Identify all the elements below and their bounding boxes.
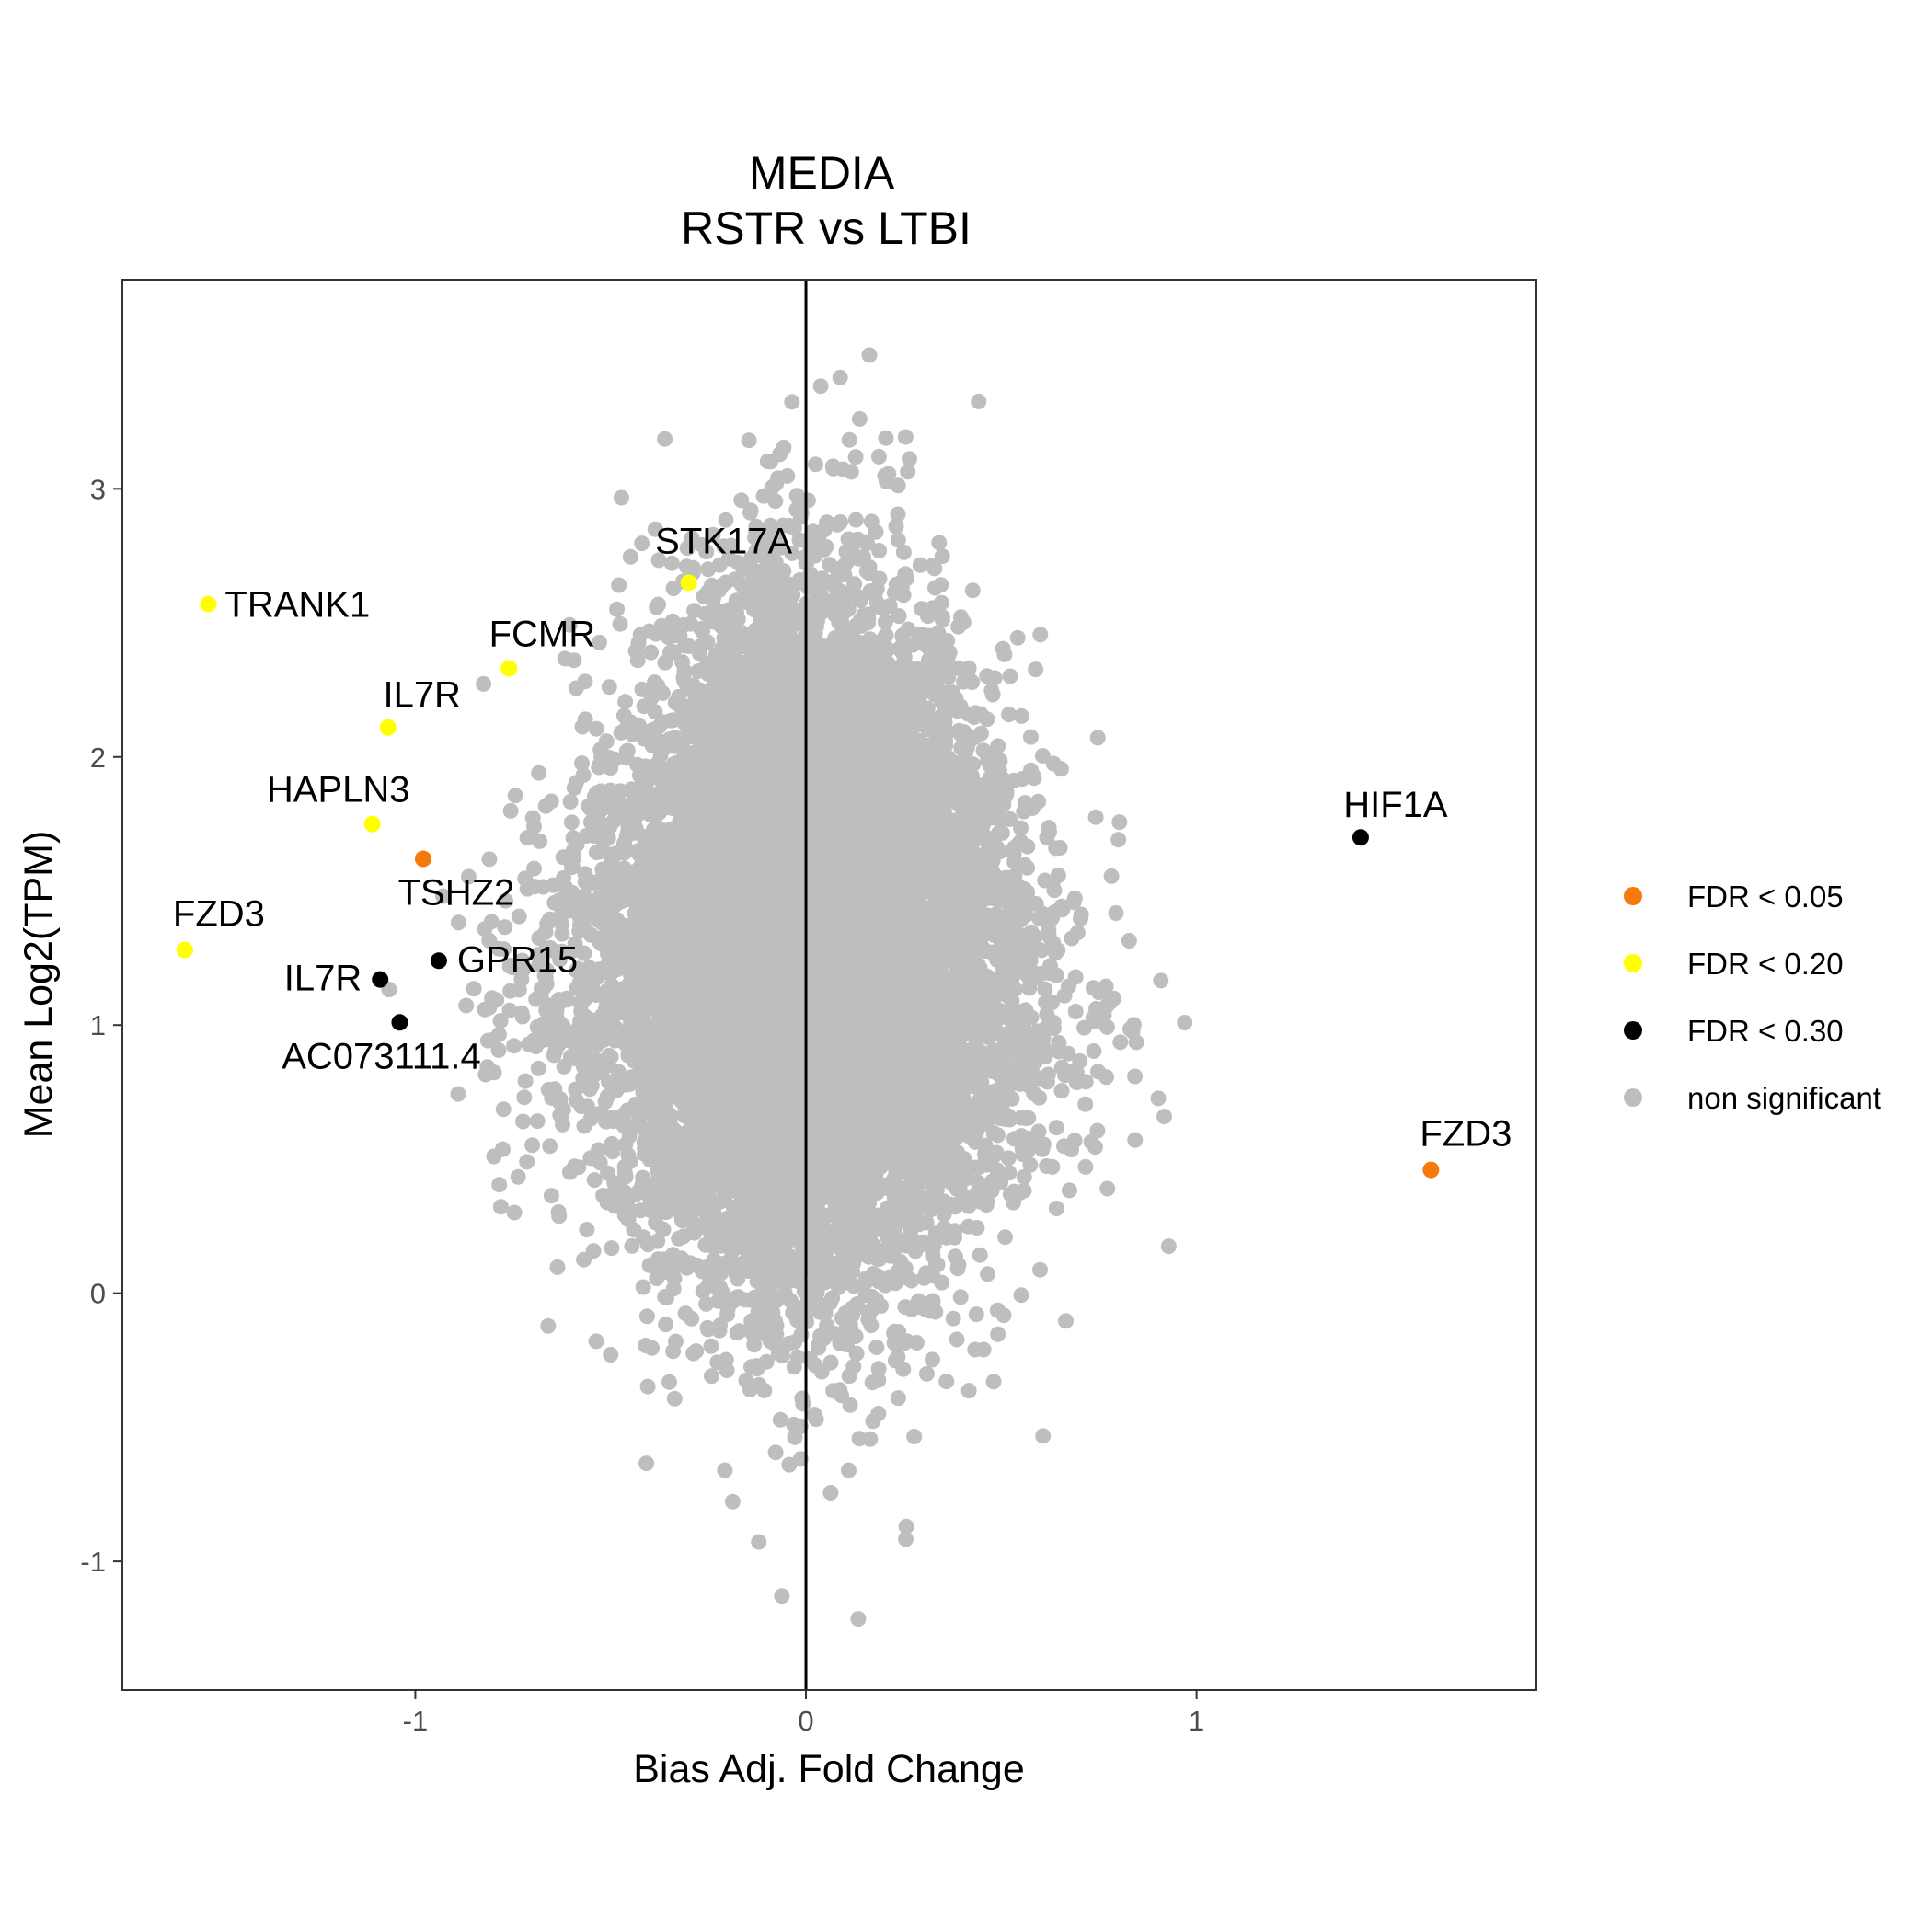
gene-label-tshz2-5: TSHZ2 bbox=[398, 873, 515, 914]
point-il7r-3 bbox=[379, 719, 397, 736]
legend: FDR < 0.05 FDR < 0.20 FDR < 0.30 non signif… bbox=[1624, 880, 1881, 1115]
legend-label-fdr-0-20: FDR < 0.20 bbox=[1687, 947, 1844, 981]
gene-label-il7r-8: IL7R bbox=[284, 959, 362, 999]
gene-label-gpr15-7: GPR15 bbox=[457, 939, 578, 980]
legend-key-fdr-0-05 bbox=[1624, 887, 1642, 905]
gene-label-fcmr-2: FCMR bbox=[489, 615, 596, 655]
chart-title-line-2: RSTR vs LTBI bbox=[681, 202, 972, 254]
point-trank1-1 bbox=[200, 595, 217, 613]
point-hif1a-10 bbox=[1351, 829, 1369, 846]
x-tick-label: -1 bbox=[403, 1705, 429, 1737]
gene-label-il7r-3: IL7R bbox=[383, 675, 461, 716]
y-tick-label: 2 bbox=[90, 742, 106, 774]
gene-label-fzd3-11: FZD3 bbox=[1420, 1114, 1512, 1155]
legend-label-fdr-0-05: FDR < 0.05 bbox=[1687, 880, 1844, 914]
point-il7r-8 bbox=[372, 971, 389, 988]
point-fcmr-2 bbox=[500, 660, 518, 677]
legend-key-non-significant bbox=[1624, 1088, 1642, 1107]
y-tick-label: -1 bbox=[80, 1546, 106, 1578]
gene-label-trank1-1: TRANK1 bbox=[224, 585, 370, 626]
x-axis-title: Bias Adj. Fold Change bbox=[633, 1747, 1025, 1791]
cloud-points bbox=[381, 347, 1193, 1627]
y-tick-label: 1 bbox=[90, 1009, 106, 1041]
y-tick-label: 0 bbox=[90, 1278, 106, 1310]
background-cloud bbox=[381, 347, 1193, 1627]
x-tick-label: 0 bbox=[798, 1705, 813, 1737]
point-hapln3-4 bbox=[363, 815, 381, 833]
legend-label-non-significant: non significant bbox=[1687, 1081, 1881, 1115]
gene-label-ac073111-4-9: AC073111.4 bbox=[282, 1036, 480, 1076]
legend-label-fdr-0-30: FDR < 0.30 bbox=[1687, 1014, 1844, 1048]
y-tick-label: 3 bbox=[90, 473, 106, 505]
y-axis: -1 0 1 2 3 bbox=[80, 473, 122, 1578]
legend-key-fdr-0-20 bbox=[1624, 954, 1642, 972]
x-tick-label: 1 bbox=[1189, 1705, 1204, 1737]
gene-label-stk17a-0: STK17A bbox=[655, 521, 792, 561]
gene-labels: STK17A TRANK1 FCMR IL7R HAPLN3 TSHZ2 FZD3 GPR15… bbox=[173, 521, 1512, 1154]
gene-label-hif1a-10: HIF1A bbox=[1343, 785, 1448, 825]
point-fzd3-11 bbox=[1422, 1161, 1440, 1179]
chart-title-line-1: MEDIA bbox=[749, 147, 895, 199]
gene-label-hapln3-4: HAPLN3 bbox=[267, 770, 410, 811]
point-ac073111-4-9 bbox=[391, 1014, 408, 1031]
y-axis-title: Mean Log2(TPM) bbox=[17, 831, 61, 1139]
plot-panel-border bbox=[121, 279, 1537, 1691]
gene-label-fzd3-6: FZD3 bbox=[173, 894, 265, 935]
point-gpr15-7 bbox=[430, 952, 447, 970]
legend-key-fdr-0-30 bbox=[1624, 1021, 1642, 1040]
point-stk17a-0 bbox=[680, 574, 697, 592]
significant-points bbox=[176, 574, 1440, 1179]
x-axis: -1 0 1 bbox=[403, 1690, 1204, 1737]
point-tshz2-5 bbox=[414, 850, 431, 868]
point-fzd3-6 bbox=[176, 941, 193, 959]
